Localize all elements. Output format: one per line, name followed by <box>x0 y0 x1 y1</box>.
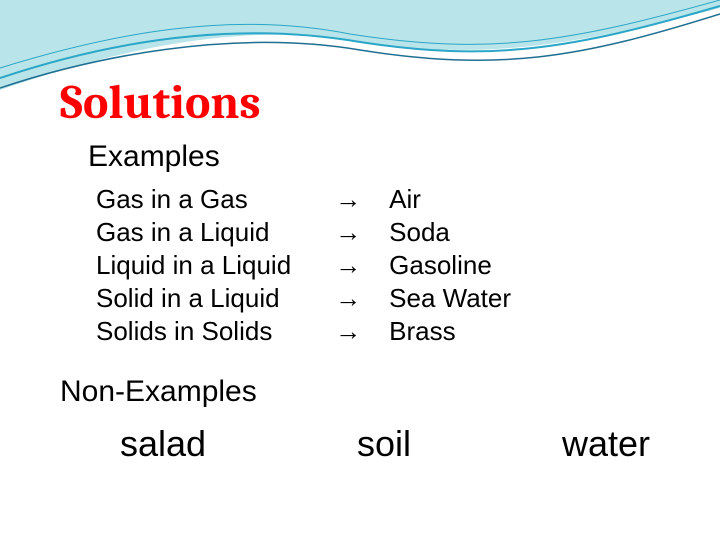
arrow-icon: → <box>307 316 389 349</box>
slide-content: Solutions Examples Gas in a Gas→AirGas i… <box>0 0 720 465</box>
arrow-icon: → <box>307 250 389 283</box>
slide-title: Solutions <box>60 75 660 130</box>
nonexample-item: soil <box>357 423 411 465</box>
examples-right: Air <box>389 184 527 217</box>
examples-right: Sea Water <box>389 283 527 316</box>
examples-row: Solid in a Liquid→Sea Water <box>96 283 527 316</box>
examples-right: Gasoline <box>389 250 527 283</box>
examples-left: Solid in a Liquid <box>96 283 307 316</box>
examples-left: Gas in a Gas <box>96 184 307 217</box>
examples-heading: Examples <box>88 140 660 174</box>
arrow-icon: → <box>307 283 389 316</box>
examples-table: Gas in a Gas→AirGas in a Liquid→SodaLiqu… <box>96 184 527 349</box>
arrow-icon: → <box>307 217 389 250</box>
examples-row: Gas in a Gas→Air <box>96 184 527 217</box>
nonexample-item: salad <box>120 423 206 465</box>
examples-row: Solids in Solids→Brass <box>96 316 527 349</box>
arrow-icon: → <box>307 184 389 217</box>
examples-row: Liquid in a Liquid→Gasoline <box>96 250 527 283</box>
examples-left: Liquid in a Liquid <box>96 250 307 283</box>
examples-left: Solids in Solids <box>96 316 307 349</box>
examples-right: Brass <box>389 316 527 349</box>
nonexamples-row: salad soil water <box>120 423 650 465</box>
nonexamples-heading: Non-Examples <box>60 375 660 409</box>
examples-left: Gas in a Liquid <box>96 217 307 250</box>
examples-table-wrap: Gas in a Gas→AirGas in a Liquid→SodaLiqu… <box>96 184 660 349</box>
examples-row: Gas in a Liquid→Soda <box>96 217 527 250</box>
examples-right: Soda <box>389 217 527 250</box>
nonexample-item: water <box>562 423 650 465</box>
